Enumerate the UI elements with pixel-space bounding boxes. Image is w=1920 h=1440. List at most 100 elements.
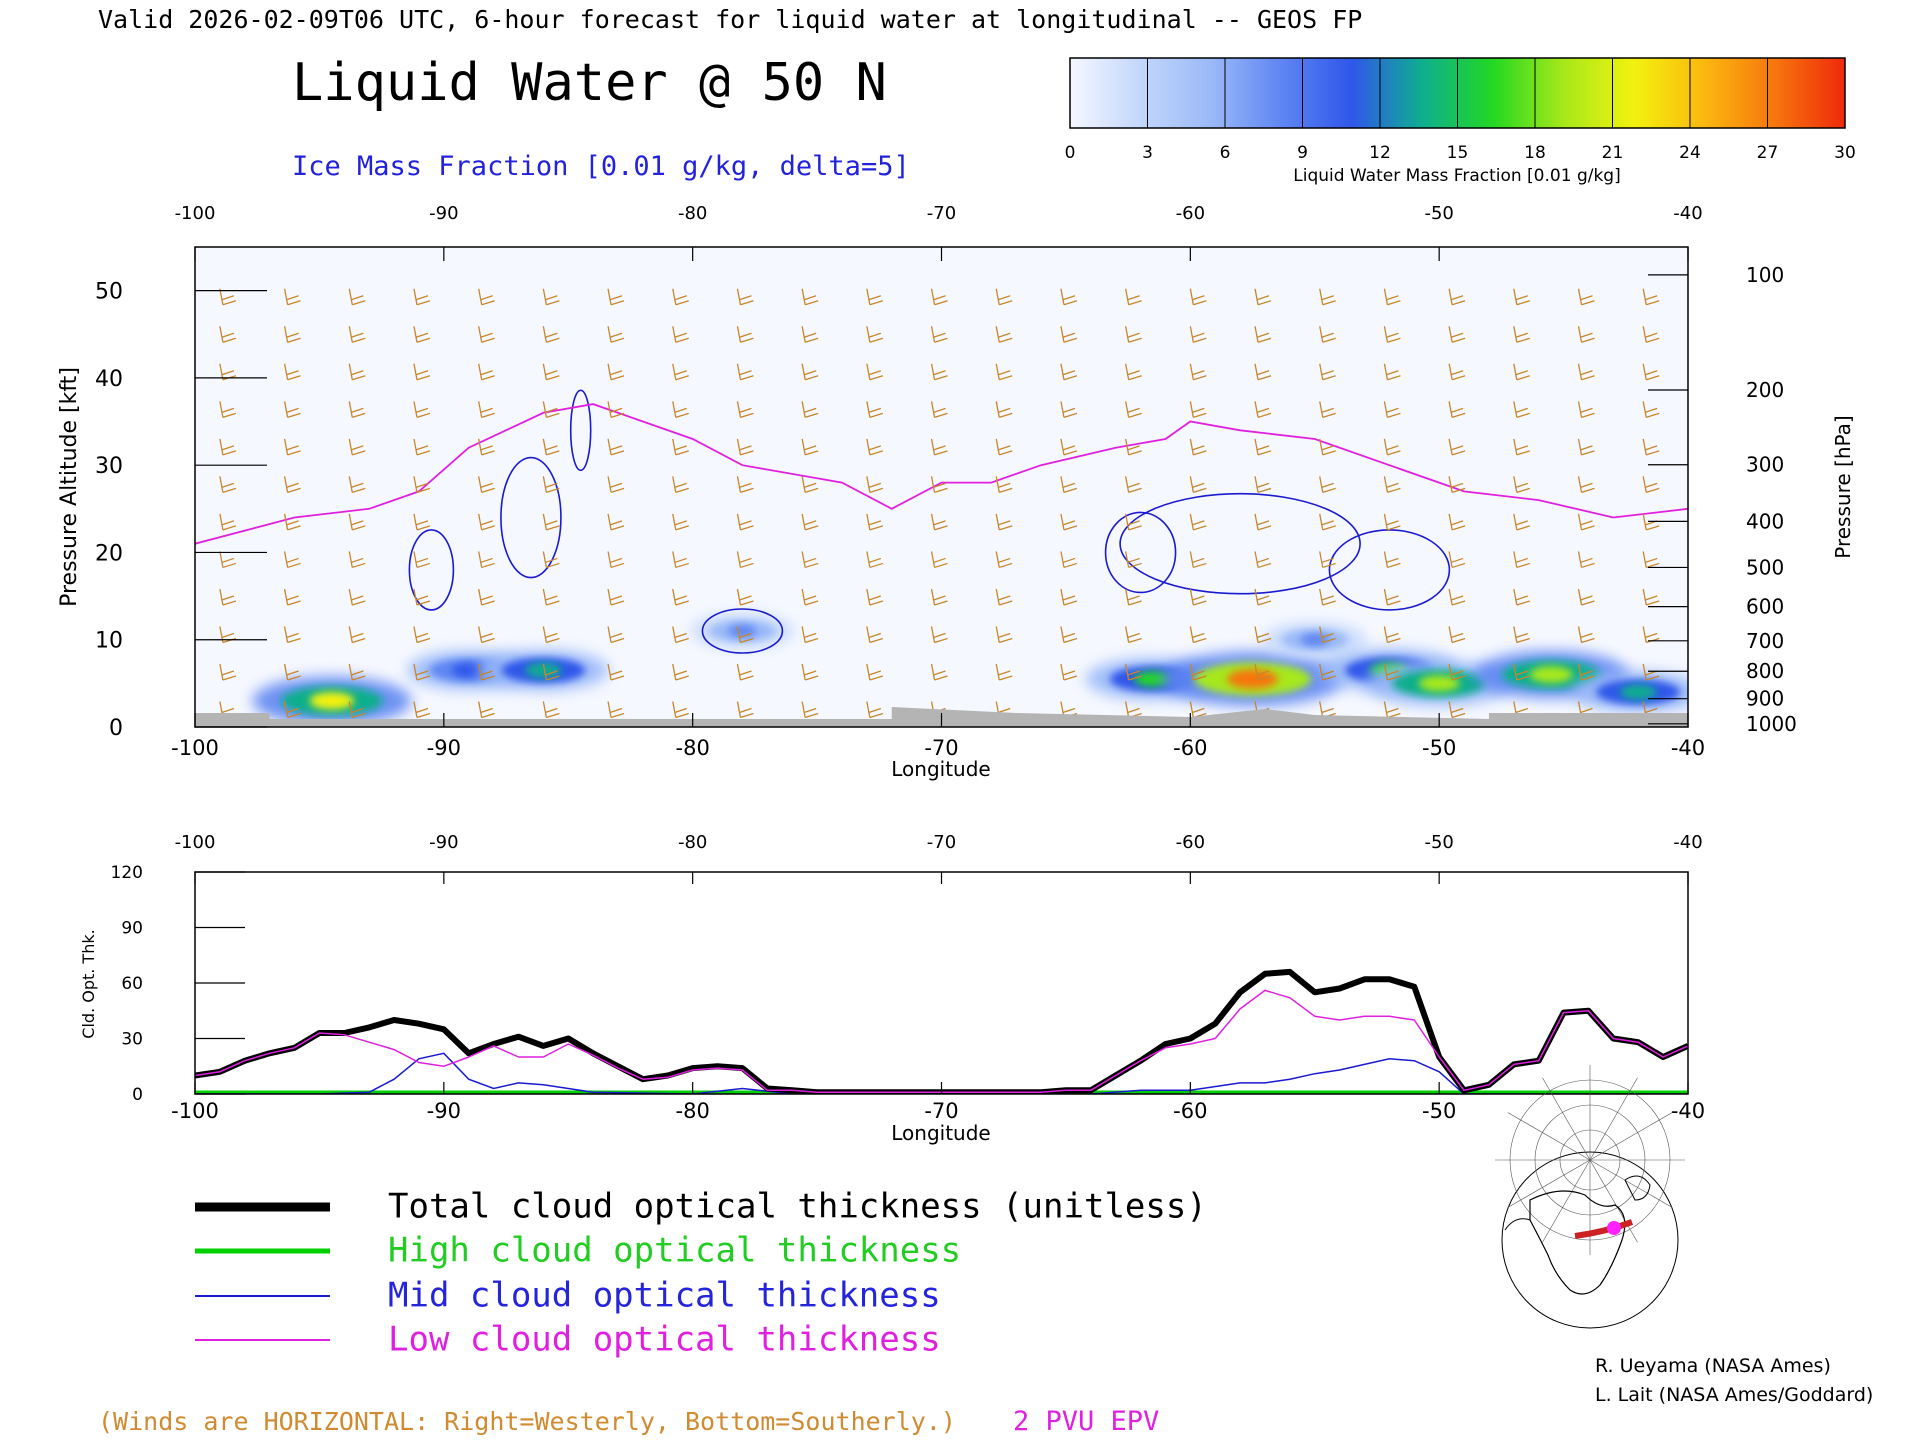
top-x-tick-label-upper: -100 (175, 203, 216, 224)
wind-barb (542, 438, 560, 456)
wind-barb (1513, 551, 1531, 569)
ice-contour (408, 529, 455, 611)
wind-barb (1383, 326, 1401, 343)
wind-barb (413, 363, 431, 381)
wind-barb (283, 288, 301, 306)
wind-barb (1189, 288, 1207, 306)
wind-barb (672, 513, 689, 531)
wind-barb (672, 401, 689, 418)
wind-barb (542, 363, 560, 381)
wind-barb (1513, 588, 1531, 606)
wind-barb (1189, 363, 1207, 381)
wind-barb (607, 288, 625, 306)
wind-barb (1383, 626, 1401, 644)
wind-barb (866, 438, 884, 456)
wind-barb (1383, 551, 1401, 569)
wind-barb (801, 588, 819, 606)
wind-barb (801, 363, 819, 381)
wind-barb (1642, 326, 1660, 343)
wind-barb (736, 588, 754, 606)
bottom-x-tick-label-upper: -100 (175, 832, 216, 853)
wind-barb (995, 326, 1013, 343)
wind-barb (1060, 326, 1078, 343)
wind-barb (672, 701, 689, 719)
wind-barb (1513, 626, 1531, 644)
pressure-tick-label: 500 (1746, 555, 1784, 579)
liquid-water-peak (1300, 633, 1330, 646)
top-x-tick-label: -80 (676, 736, 710, 760)
bottom-x-tick-label: -100 (171, 1099, 219, 1123)
wind-barb (736, 326, 754, 343)
wind-barb (1577, 363, 1595, 381)
wind-barb (607, 588, 625, 606)
wind-barb (348, 363, 366, 381)
wind-barb (1319, 551, 1336, 569)
wind-barb (1189, 588, 1207, 606)
wind-barb (607, 663, 625, 681)
wind-barb (1577, 401, 1595, 418)
liquid-water-peak (1619, 684, 1657, 700)
liquid-water-peak (525, 662, 562, 678)
wind-barb (1254, 513, 1272, 531)
wind-barb (478, 626, 495, 644)
wind-barb (1642, 588, 1660, 606)
wind-barb (866, 626, 884, 644)
wind-barb (930, 363, 948, 381)
wind-barb (1124, 363, 1142, 381)
wind-barb (930, 513, 948, 531)
wind-barb (1577, 476, 1595, 494)
pressure-tick-label: 300 (1746, 453, 1784, 477)
top-y-tick-label: 0 (109, 716, 123, 741)
wind-barb (1319, 363, 1336, 381)
wind-barb (1642, 401, 1660, 418)
top-panel: -100 -100 -90 -90 -80 -80 -70 -70 -60 -60 -50 -50 -4… (57, 203, 1855, 781)
wind-barb (1319, 326, 1336, 343)
liquid-water-peak (728, 624, 757, 638)
legend: Total cloud optical thickness (unitless)… (195, 1187, 1207, 1360)
liquid-water-peak (1529, 666, 1573, 684)
pressure-tick-label: 800 (1746, 659, 1784, 683)
top-ylabel-right: Pressure [hPa] (1831, 415, 1855, 558)
wind-barb (866, 326, 884, 343)
wind-barb (348, 438, 366, 456)
wind-barb (542, 513, 560, 531)
top-x-tick-label-upper: -90 (429, 203, 458, 224)
wind-barb (1448, 551, 1466, 569)
wind-barb (1189, 438, 1207, 456)
bottom-x-tick-label: -90 (427, 1099, 461, 1123)
wind-barb (930, 476, 948, 494)
wind-barb (866, 288, 884, 306)
bottom-y-tick-label: 30 (121, 1030, 143, 1050)
wind-barb (348, 326, 366, 343)
top-y-tick-label: 30 (95, 454, 123, 479)
wind-barb (736, 401, 754, 418)
ice-contour (569, 389, 592, 472)
wind-barb (478, 588, 495, 606)
wind-barb (1383, 288, 1401, 306)
wind-barb (348, 626, 366, 644)
wind-barb (542, 401, 560, 418)
wind-barb (1383, 401, 1401, 418)
top-y-tick-label: 20 (95, 541, 123, 566)
wind-barb (736, 438, 754, 456)
wind-barb (283, 438, 301, 456)
wind-barb (672, 363, 689, 381)
wind-barb (1124, 326, 1142, 343)
wind-barb (607, 438, 625, 456)
bottom-x-tick-label: -80 (676, 1099, 710, 1123)
wind-barb (283, 626, 301, 644)
wind-barb (413, 288, 431, 306)
wind-barb (1577, 513, 1595, 531)
wind-barb (1319, 513, 1336, 531)
wind-barb (1124, 588, 1142, 606)
wind-barb (1577, 626, 1595, 644)
wind-barb (1060, 513, 1078, 531)
wind-barb (1124, 551, 1142, 569)
wind-barb (995, 513, 1013, 531)
bottom-xlabel: Longitude (891, 1121, 990, 1145)
wind-barb (801, 626, 819, 644)
wind-barb (866, 588, 884, 606)
wind-barb (1254, 363, 1272, 381)
wind-barb (1060, 363, 1078, 381)
bottom-x-tick-label: -60 (1173, 1099, 1207, 1123)
